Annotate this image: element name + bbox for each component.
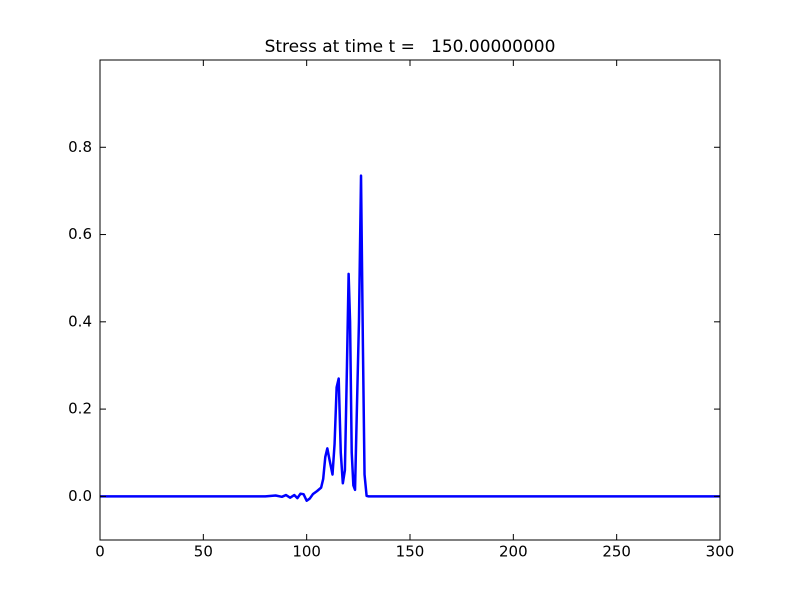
- x-tick-label: 200: [499, 543, 528, 561]
- x-tick-label: 50: [194, 543, 213, 561]
- y-tick-label: 0.2: [68, 400, 92, 418]
- x-tick-label: 300: [706, 543, 735, 561]
- y-tick-label: 0.0: [68, 487, 92, 505]
- x-tick-label: 250: [602, 543, 631, 561]
- plot-frame: [99, 59, 721, 541]
- x-tick-label: 150: [396, 543, 425, 561]
- chart-title: Stress at time t = 150.00000000: [265, 37, 556, 57]
- y-tick-label: 0.8: [68, 138, 92, 156]
- x-tick-label: 100: [292, 543, 321, 561]
- data-line: [100, 174, 720, 502]
- y-tick-label: 0.4: [68, 312, 92, 330]
- x-tick-label: 0: [95, 543, 105, 561]
- y-tick-label: 0.6: [68, 225, 92, 243]
